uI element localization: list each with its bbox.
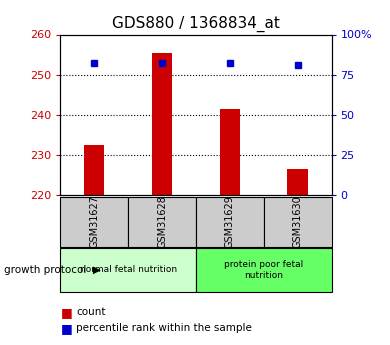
Bar bbox=[196, 197, 264, 247]
Text: normal fetal nutrition: normal fetal nutrition bbox=[80, 265, 177, 275]
Text: percentile rank within the sample: percentile rank within the sample bbox=[76, 324, 252, 333]
Text: GSM31628: GSM31628 bbox=[157, 195, 167, 248]
Text: GSM31629: GSM31629 bbox=[225, 195, 235, 248]
Bar bbox=[264, 197, 332, 247]
Text: GSM31627: GSM31627 bbox=[89, 195, 99, 248]
Bar bbox=[152, 52, 172, 195]
Title: GDS880 / 1368834_at: GDS880 / 1368834_at bbox=[112, 16, 280, 32]
Text: count: count bbox=[76, 307, 106, 317]
Bar bbox=[220, 109, 240, 195]
Bar bbox=[60, 248, 196, 292]
Bar bbox=[128, 197, 196, 247]
Bar bbox=[84, 145, 105, 195]
Text: protein poor fetal
nutrition: protein poor fetal nutrition bbox=[224, 260, 303, 280]
Bar bbox=[196, 248, 332, 292]
Text: GSM31630: GSM31630 bbox=[292, 195, 303, 248]
Text: ■: ■ bbox=[60, 306, 72, 319]
Bar bbox=[60, 197, 128, 247]
Text: growth protocol  ▶: growth protocol ▶ bbox=[4, 265, 101, 275]
Text: ■: ■ bbox=[60, 322, 72, 335]
Bar bbox=[287, 169, 308, 195]
